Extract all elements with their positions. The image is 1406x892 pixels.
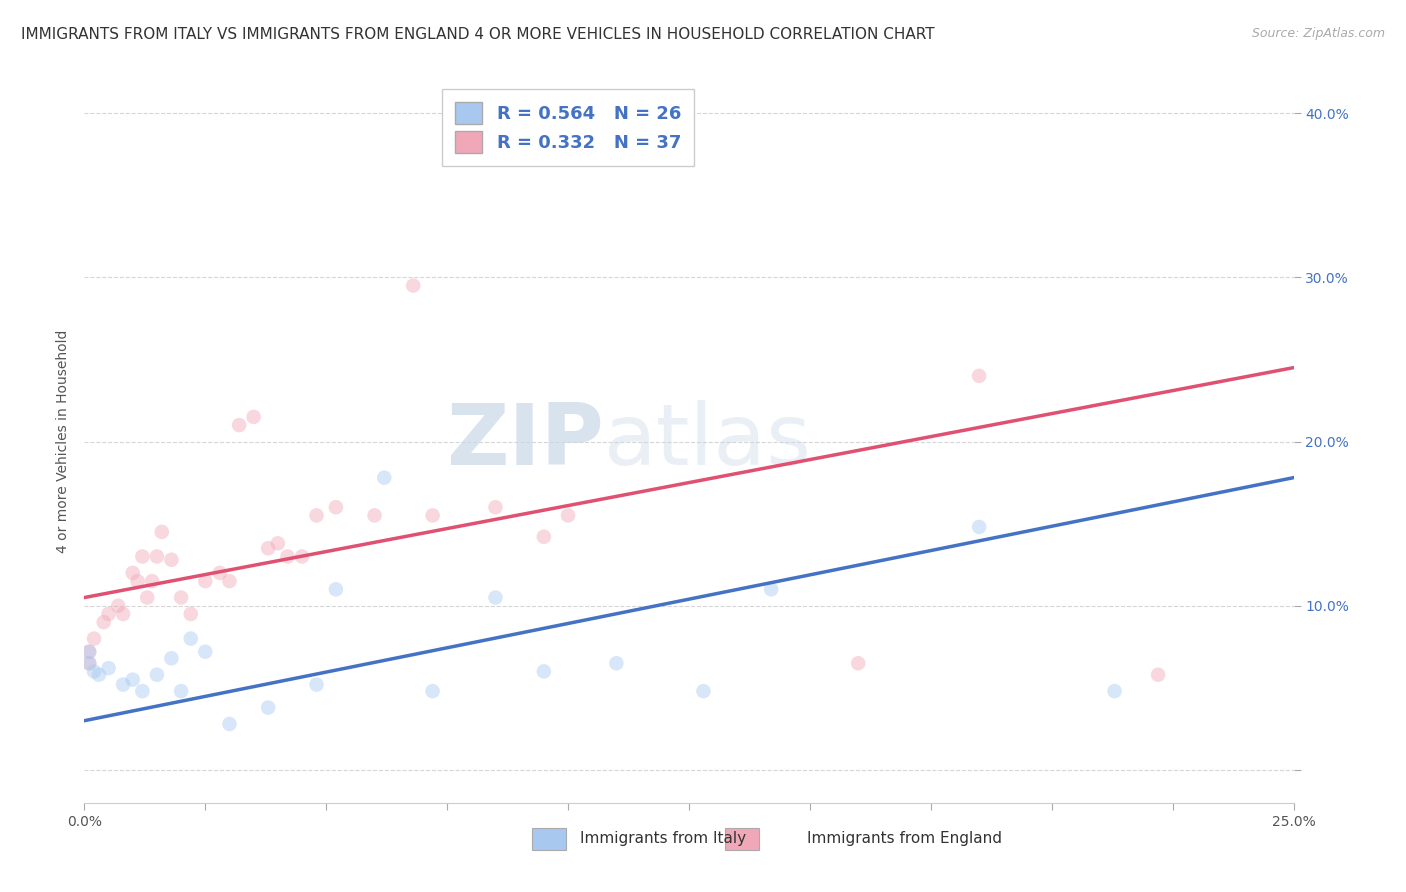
Text: Immigrants from England: Immigrants from England xyxy=(807,831,1002,847)
Point xyxy=(127,574,149,588)
Point xyxy=(363,508,385,523)
Point xyxy=(208,566,231,580)
Point xyxy=(218,717,240,731)
Point xyxy=(402,278,425,293)
Point xyxy=(97,607,120,621)
Point xyxy=(267,536,290,550)
Point xyxy=(605,657,627,671)
Text: atlas: atlas xyxy=(605,400,813,483)
Point xyxy=(276,549,298,564)
Point xyxy=(305,508,328,523)
Point xyxy=(194,645,217,659)
Point xyxy=(1147,667,1170,681)
Point xyxy=(218,574,240,588)
Point xyxy=(325,582,347,597)
Point xyxy=(422,684,444,698)
Point xyxy=(533,530,555,544)
Point xyxy=(107,599,129,613)
Point xyxy=(112,607,135,621)
Point xyxy=(160,553,183,567)
Point xyxy=(967,520,990,534)
Point xyxy=(77,645,100,659)
FancyBboxPatch shape xyxy=(531,828,565,850)
Point xyxy=(83,632,105,646)
Point xyxy=(373,470,395,484)
Text: ZIP: ZIP xyxy=(447,400,605,483)
Point xyxy=(97,661,120,675)
Point xyxy=(692,684,714,698)
Point xyxy=(141,574,163,588)
Point xyxy=(1104,684,1126,698)
Point xyxy=(160,651,183,665)
Point xyxy=(967,368,990,383)
Y-axis label: 4 or more Vehicles in Household: 4 or more Vehicles in Household xyxy=(56,330,70,553)
Point xyxy=(759,582,782,597)
Point xyxy=(112,677,135,691)
Point xyxy=(83,665,105,679)
Point xyxy=(484,591,506,605)
Point xyxy=(150,524,173,539)
Point xyxy=(484,500,506,515)
FancyBboxPatch shape xyxy=(725,828,759,850)
Point xyxy=(305,677,328,691)
Point xyxy=(170,684,193,698)
Point xyxy=(136,591,159,605)
Point xyxy=(121,566,143,580)
Point xyxy=(257,541,280,556)
Point xyxy=(422,508,444,523)
Point xyxy=(325,500,347,515)
Point xyxy=(846,657,869,671)
Point xyxy=(121,673,143,687)
Point xyxy=(146,549,169,564)
Legend: R = 0.564   N = 26, R = 0.332   N = 37: R = 0.564 N = 26, R = 0.332 N = 37 xyxy=(443,89,693,166)
Point xyxy=(194,574,217,588)
Point xyxy=(242,409,264,424)
Point xyxy=(180,632,202,646)
Point xyxy=(146,667,169,681)
Point xyxy=(180,607,202,621)
Point xyxy=(557,508,579,523)
Point xyxy=(77,645,100,659)
Point xyxy=(93,615,115,630)
Point xyxy=(533,665,555,679)
Point xyxy=(131,684,153,698)
Point xyxy=(87,667,110,681)
Point xyxy=(77,657,100,671)
Point xyxy=(77,657,100,671)
Text: IMMIGRANTS FROM ITALY VS IMMIGRANTS FROM ENGLAND 4 OR MORE VEHICLES IN HOUSEHOLD: IMMIGRANTS FROM ITALY VS IMMIGRANTS FROM… xyxy=(21,27,935,42)
Point xyxy=(291,549,314,564)
Text: Immigrants from Italy: Immigrants from Italy xyxy=(581,831,747,847)
Point xyxy=(131,549,153,564)
Point xyxy=(257,700,280,714)
Point xyxy=(228,418,250,433)
Point xyxy=(170,591,193,605)
Text: Source: ZipAtlas.com: Source: ZipAtlas.com xyxy=(1251,27,1385,40)
